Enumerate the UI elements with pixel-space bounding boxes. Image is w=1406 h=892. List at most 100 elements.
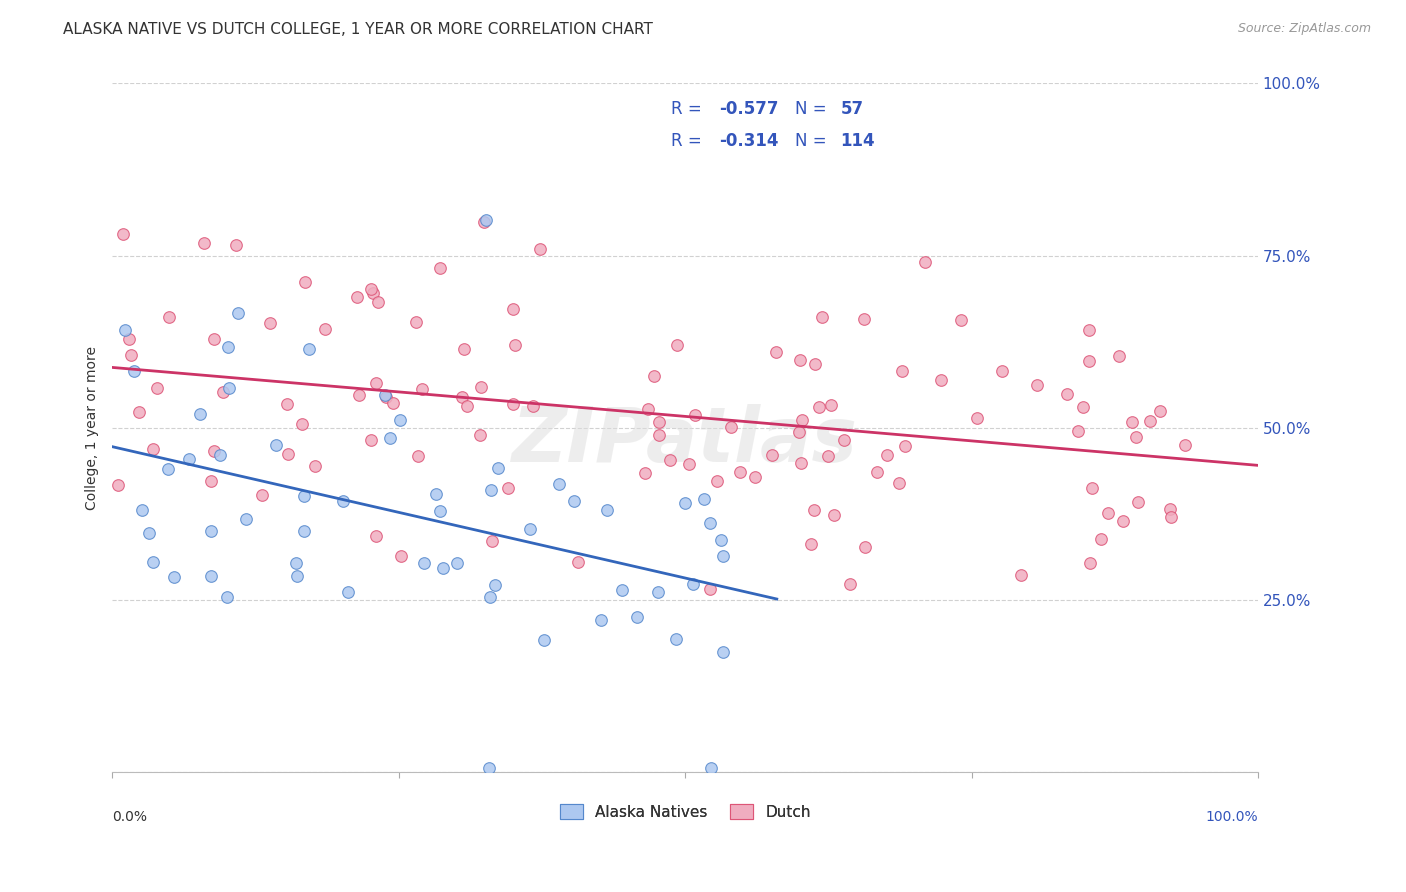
Point xyxy=(138,525,160,540)
Point xyxy=(294,275,316,289)
Point xyxy=(179,452,201,467)
Point xyxy=(811,310,834,325)
Point xyxy=(1025,378,1047,392)
Point xyxy=(382,396,405,410)
Point xyxy=(114,323,136,337)
Point xyxy=(699,516,721,531)
Point xyxy=(478,761,501,775)
Point xyxy=(713,549,735,563)
Text: 114: 114 xyxy=(841,132,875,151)
Point xyxy=(478,590,501,604)
Point xyxy=(479,483,502,497)
Point xyxy=(202,444,225,458)
Point xyxy=(720,420,742,434)
Point xyxy=(567,555,589,569)
Point xyxy=(284,556,307,570)
Point xyxy=(519,522,541,536)
Point xyxy=(562,493,585,508)
Text: Source: ZipAtlas.com: Source: ZipAtlas.com xyxy=(1237,22,1371,36)
Point xyxy=(468,427,491,442)
Point xyxy=(547,477,569,491)
Point xyxy=(432,561,454,575)
Point xyxy=(790,412,813,426)
Point xyxy=(250,488,273,502)
Point xyxy=(481,533,503,548)
Point xyxy=(678,457,700,471)
Point xyxy=(761,448,783,462)
Point xyxy=(1111,514,1133,528)
Point xyxy=(235,512,257,526)
Point xyxy=(259,316,281,330)
Point xyxy=(665,632,688,647)
Point xyxy=(411,382,433,396)
Point xyxy=(190,407,212,421)
Point xyxy=(157,310,180,324)
Point xyxy=(131,503,153,517)
Legend: Alaska Natives, Dutch: Alaska Natives, Dutch xyxy=(554,798,817,826)
Point xyxy=(484,578,506,592)
Text: 57: 57 xyxy=(841,100,863,119)
Text: N =: N = xyxy=(794,132,831,151)
Point xyxy=(894,439,917,453)
Point xyxy=(346,289,368,303)
Point xyxy=(1149,404,1171,418)
Point xyxy=(1081,482,1104,496)
Point xyxy=(876,448,898,462)
Point xyxy=(610,583,633,598)
Point xyxy=(1077,354,1099,368)
Text: R =: R = xyxy=(671,100,707,119)
Point xyxy=(1121,415,1143,429)
Point xyxy=(200,524,222,538)
Point xyxy=(146,382,169,396)
Point xyxy=(142,442,165,457)
Point xyxy=(853,312,876,326)
Point xyxy=(486,461,509,475)
Text: ALASKA NATIVE VS DUTCH COLLEGE, 1 YEAR OR MORE CORRELATION CHART: ALASKA NATIVE VS DUTCH COLLEGE, 1 YEAR O… xyxy=(63,22,654,37)
Point xyxy=(789,352,811,367)
Point xyxy=(347,388,370,402)
Point xyxy=(1160,510,1182,524)
Point xyxy=(474,213,496,227)
Point xyxy=(634,467,657,481)
Point xyxy=(292,524,315,538)
Point xyxy=(1010,568,1032,582)
Point xyxy=(204,332,226,346)
Point xyxy=(337,585,360,599)
Point xyxy=(990,364,1012,378)
Point xyxy=(866,465,889,479)
Point xyxy=(838,577,860,591)
Point xyxy=(314,322,336,336)
Point xyxy=(200,475,222,489)
Point xyxy=(682,577,704,591)
Point xyxy=(218,381,240,395)
Point xyxy=(711,645,734,659)
Point xyxy=(389,549,412,563)
Point xyxy=(285,569,308,583)
Point xyxy=(529,242,551,256)
Point xyxy=(276,397,298,411)
Point xyxy=(208,449,231,463)
Point xyxy=(128,405,150,419)
Point xyxy=(429,261,451,276)
Point xyxy=(853,540,876,554)
Point xyxy=(107,478,129,492)
Point xyxy=(111,227,134,241)
Point xyxy=(361,286,384,301)
Point xyxy=(804,357,827,371)
Point xyxy=(200,568,222,582)
Point xyxy=(1056,387,1078,401)
Point xyxy=(699,582,721,596)
Point xyxy=(215,590,238,604)
Point xyxy=(1125,430,1147,444)
Point xyxy=(405,315,427,329)
Point xyxy=(533,632,555,647)
Point xyxy=(891,364,914,378)
Point xyxy=(693,491,716,506)
Point xyxy=(264,437,287,451)
Y-axis label: College, 1 year or more: College, 1 year or more xyxy=(86,345,100,509)
Point xyxy=(929,373,952,387)
Point xyxy=(193,235,215,250)
Point xyxy=(790,456,813,470)
Point xyxy=(832,433,855,447)
Point xyxy=(1159,502,1181,516)
